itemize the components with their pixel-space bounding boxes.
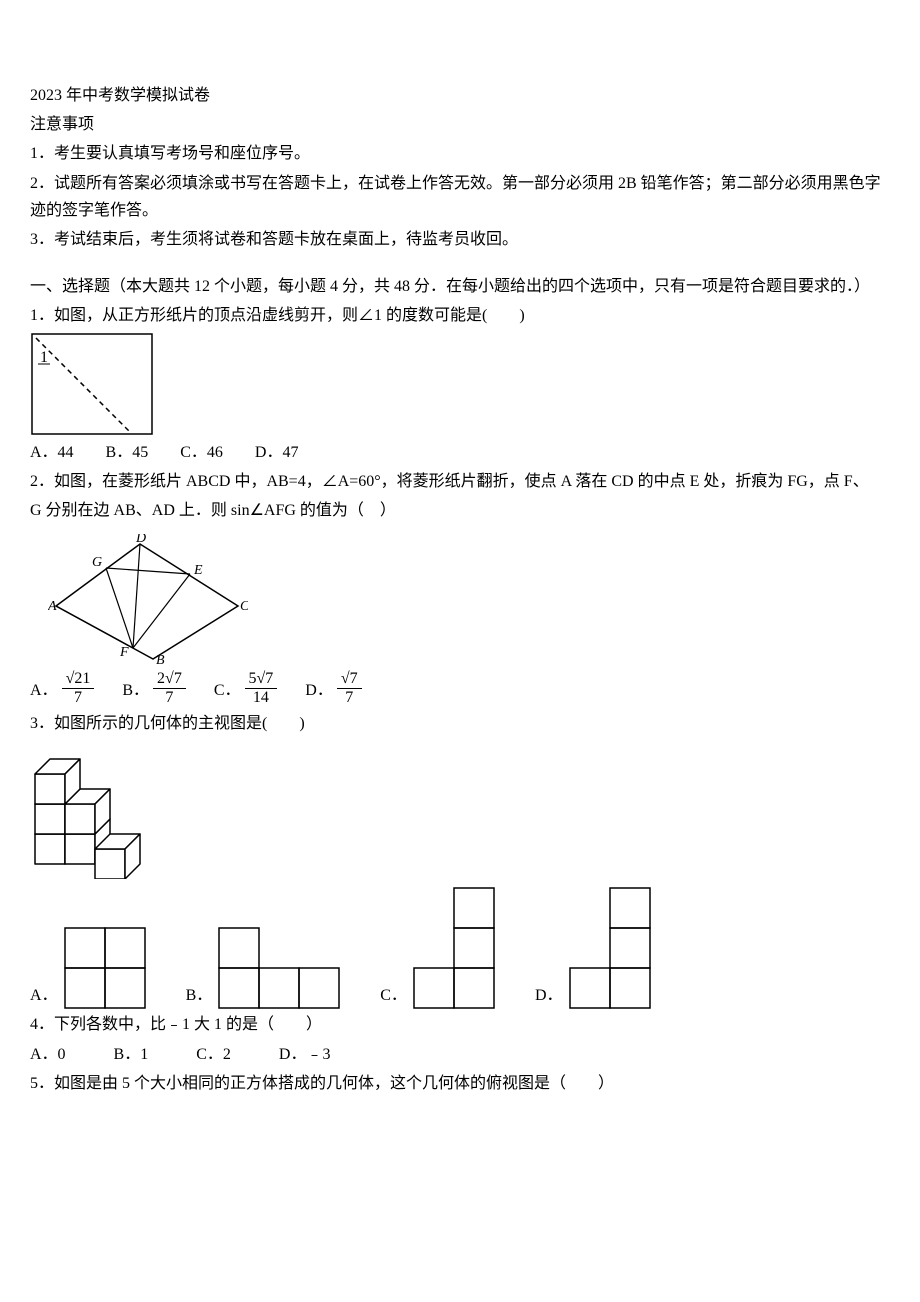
- q3-opt-d-label: D．: [535, 982, 563, 1009]
- q3-figure: [30, 739, 890, 879]
- q2-opt-c-label: C．: [214, 677, 241, 706]
- q2-opt-d-label: D．: [305, 677, 333, 706]
- q3-opt-c-label: C．: [380, 982, 407, 1009]
- svg-text:B: B: [156, 653, 165, 664]
- notice-2: 2．试题所有答案必须填涂或书写在答题卡上，在试卷上作答无效。第一部分必须用 2B…: [30, 170, 890, 224]
- q2-opt-d-den: 7: [337, 689, 362, 707]
- q1-options: A．44 B．45 C．46 D．47: [30, 439, 890, 466]
- q2-opt-b-den: 7: [153, 689, 186, 707]
- svg-text:G: G: [92, 555, 102, 570]
- notice-3: 3．考试结束后，考生须将试卷和答题卡放在桌面上，待监考员收回。: [30, 226, 890, 253]
- q2-opt-d-num: √7: [337, 670, 362, 689]
- q5-text: 5．如图是由 5 个大小相同的正方体搭成的几何体，这个几何体的俯视图是（ ）: [30, 1070, 890, 1097]
- q2-opt-b-label: B．: [122, 677, 149, 706]
- q3-opt-c: C．: [380, 887, 495, 1009]
- q2-text-2: G 分别在边 AB、AD 上．则 sin∠AFG 的值为（ ）: [30, 497, 890, 524]
- q2-options: A． √217 B． 2√77 C． 5√714 D． √77: [30, 670, 890, 706]
- q2-opt-c-den: 14: [245, 689, 278, 707]
- q2-figure: A D C B G E F: [48, 534, 890, 664]
- svg-text:A: A: [48, 599, 57, 614]
- q2-text-1: 2．如图，在菱形纸片 ABCD 中，AB=4，∠A=60°，将菱形纸片翻折，使点…: [30, 468, 890, 495]
- svg-text:F: F: [119, 645, 129, 660]
- q4-options: A．0 B．1 C．2 D．﹣3: [30, 1041, 890, 1068]
- q3-text: 3．如图所示的几何体的主视图是( ): [30, 710, 890, 737]
- q3-opt-a: A．: [30, 927, 146, 1009]
- q2-opt-a-num: √21: [62, 670, 95, 689]
- q2-opt-c: C． 5√714: [214, 670, 277, 706]
- q3-opt-a-label: A．: [30, 982, 58, 1009]
- q2-opt-a: A． √217: [30, 670, 94, 706]
- q1-angle-label: 1: [40, 349, 48, 366]
- q2-opt-a-label: A．: [30, 677, 58, 706]
- q3-opt-d: D．: [535, 887, 651, 1009]
- q2-opt-c-num: 5√7: [245, 670, 278, 689]
- q3-opt-b-label: B．: [186, 982, 213, 1009]
- exam-title: 2023 年中考数学模拟试卷: [30, 82, 890, 109]
- q3-opt-b: B．: [186, 927, 341, 1009]
- q2-opt-a-den: 7: [62, 689, 95, 707]
- q2-opt-d: D． √77: [305, 670, 361, 706]
- notice-1: 1．考生要认真填写考场号和座位序号。: [30, 140, 890, 167]
- svg-text:E: E: [193, 563, 203, 578]
- q2-opt-b: B． 2√77: [122, 670, 185, 706]
- q1-figure: 1: [30, 332, 890, 437]
- svg-text:C: C: [240, 599, 248, 614]
- q4-text: 4．下列各数中，比﹣1 大 1 的是（ ）: [30, 1011, 890, 1038]
- q1-text: 1．如图，从正方形纸片的顶点沿虚线剪开，则∠1 的度数可能是( ): [30, 302, 890, 329]
- q2-opt-b-num: 2√7: [153, 670, 186, 689]
- notice-heading: 注意事项: [30, 111, 890, 138]
- svg-text:D: D: [135, 534, 146, 546]
- q3-options: A． B． C． D．: [30, 887, 890, 1009]
- section1-heading: 一、选择题（本大题共 12 个小题，每小题 4 分，共 48 分．在每小题给出的…: [30, 273, 890, 300]
